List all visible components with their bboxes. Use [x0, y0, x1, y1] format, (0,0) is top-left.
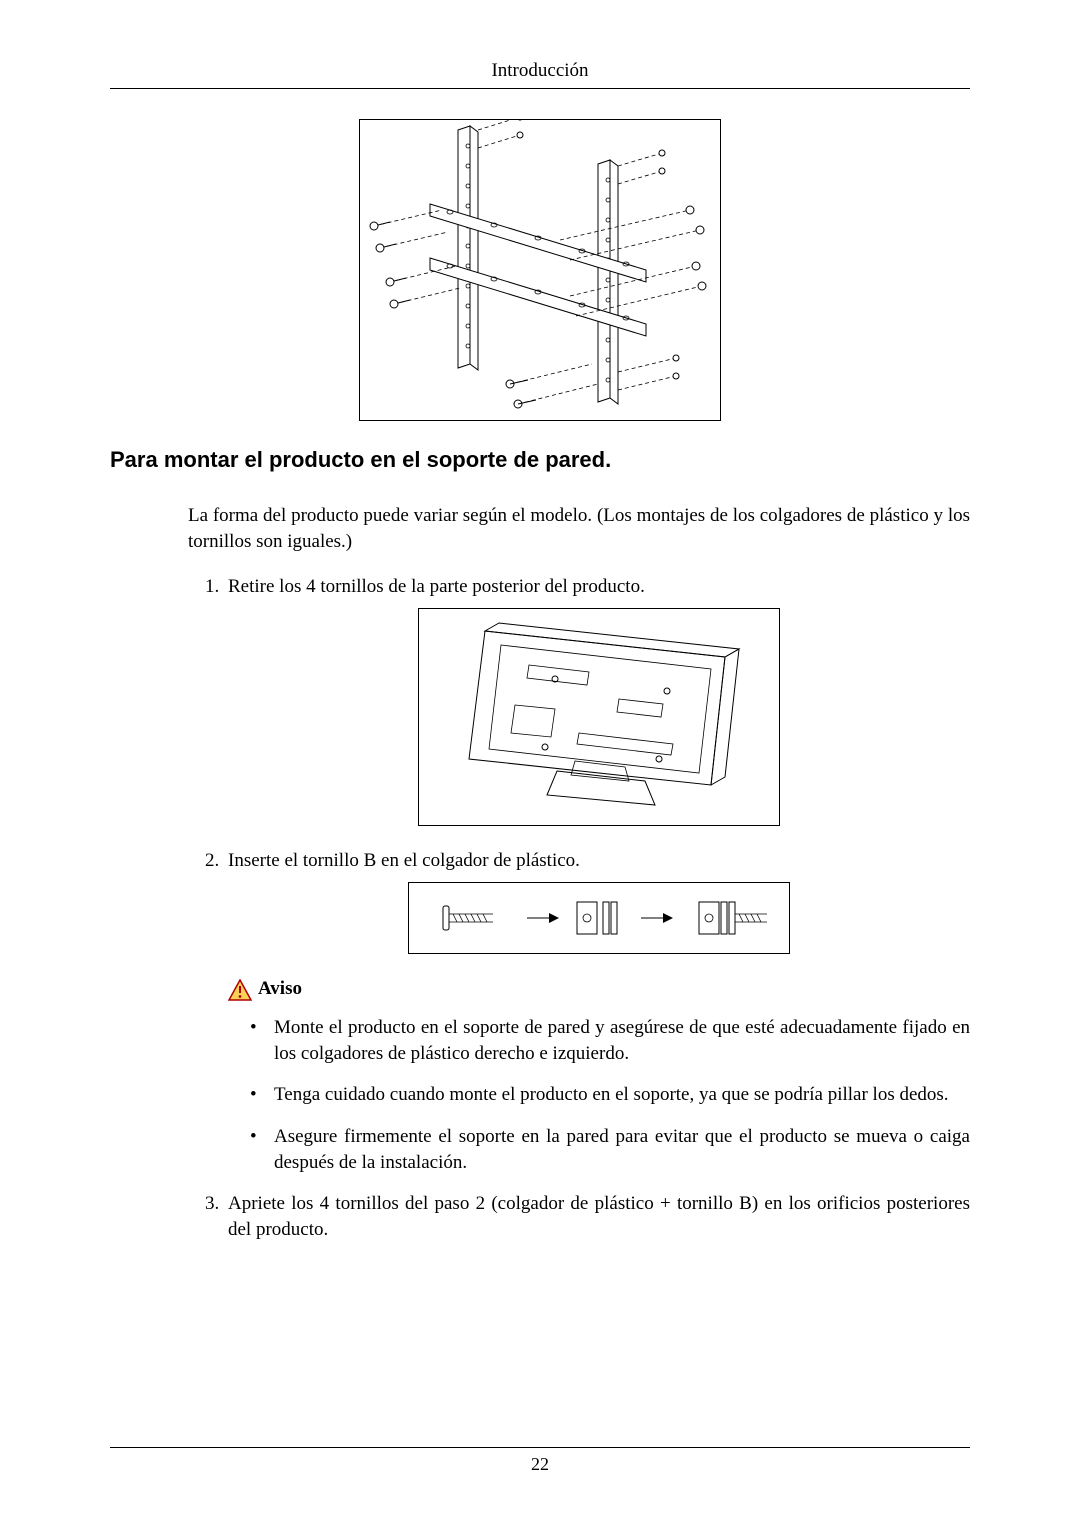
step-2-text: Inserte el tornillo B en el colgador de …: [228, 850, 580, 871]
aviso-bullet-3: Asegure firmemente el soporte en la pare…: [250, 1124, 970, 1175]
page-number: 22: [531, 1454, 549, 1474]
page-footer: 22: [110, 1447, 970, 1475]
step-1: Retire los 4 tornillos de la parte poste…: [224, 574, 970, 826]
header-title: Introducción: [491, 60, 588, 81]
figure-wall-bracket: [359, 119, 721, 421]
page-header: Introducción: [110, 60, 970, 89]
step-3: Apriete los 4 tornillos del paso 2 (colg…: [224, 1191, 970, 1242]
intro-paragraph-block: La forma del producto puede variar según…: [188, 503, 970, 554]
figure-tv-back: [418, 608, 780, 826]
intro-paragraph: La forma del producto puede variar según…: [188, 503, 970, 554]
aviso-bullets: Monte el producto en el soporte de pared…: [250, 1015, 970, 1175]
figure-screw-hanger: [408, 882, 790, 954]
aviso-row: Aviso: [228, 976, 970, 1002]
aviso-bullet-2: Tenga cuidado cuando monte el producto e…: [250, 1082, 970, 1108]
aviso-label: Aviso: [258, 976, 302, 1002]
warning-icon: [228, 979, 252, 1001]
aviso-bullet-1: Monte el producto en el soporte de pared…: [250, 1015, 970, 1066]
step-2: Inserte el tornillo B en el colgador de …: [224, 848, 970, 1175]
page: Introducción: [0, 0, 1080, 1527]
step-1-text: Retire los 4 tornillos de la parte poste…: [228, 576, 645, 597]
warning-icon-dot: [239, 995, 242, 998]
section-heading: Para montar el producto en el soporte de…: [110, 447, 970, 473]
steps-list: Retire los 4 tornillos de la parte poste…: [188, 574, 970, 1242]
